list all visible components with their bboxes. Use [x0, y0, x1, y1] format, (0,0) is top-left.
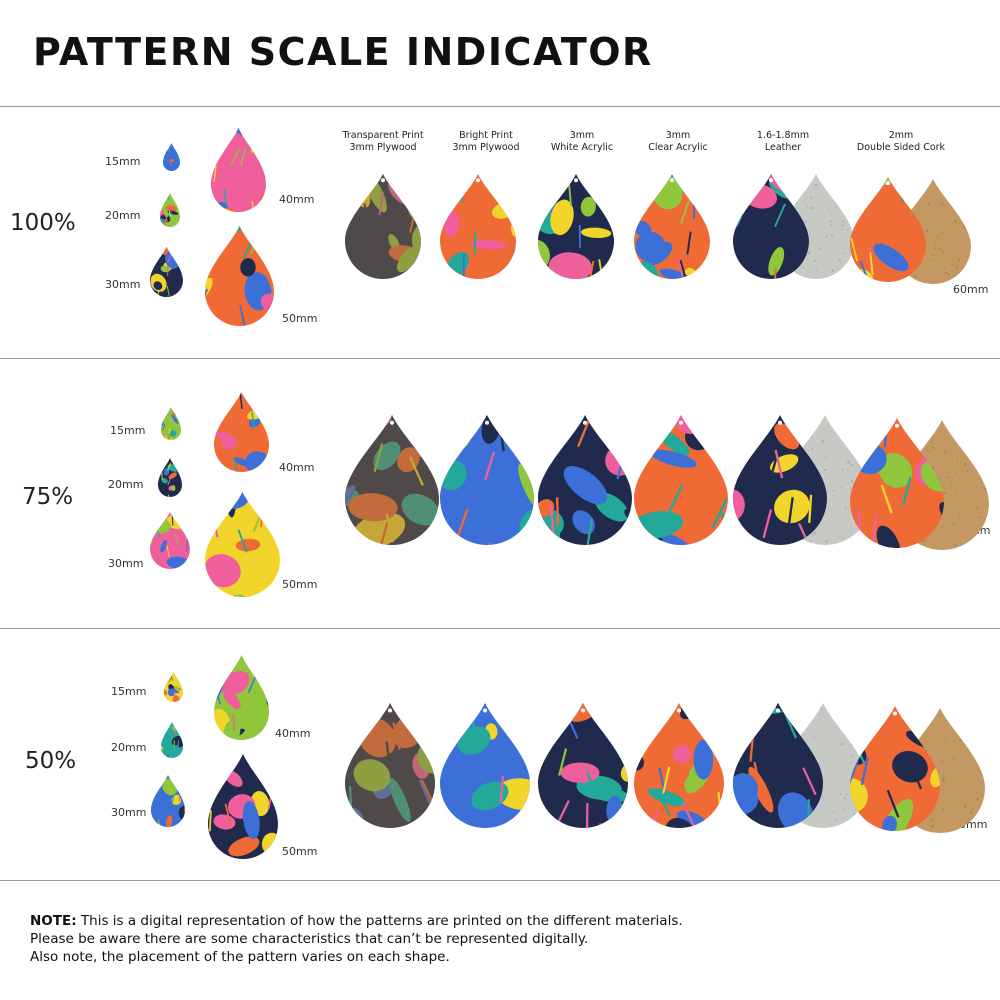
- material-sample-drop: [345, 703, 435, 828]
- material-sample-drop: [850, 706, 940, 831]
- material-sample-drop: [538, 703, 628, 828]
- size-sample-drop: [208, 754, 278, 859]
- size-label: 50mm: [282, 312, 318, 325]
- material-sample-drop: [850, 418, 944, 548]
- page-title: PATTERN SCALE INDICATOR: [33, 30, 653, 74]
- size-sample-drop: [163, 143, 180, 171]
- size-sample-drop: [150, 512, 190, 569]
- scale-label: 50%: [25, 748, 77, 774]
- material-sample-drop: [440, 703, 530, 828]
- size-sample-drop: [161, 722, 183, 758]
- note-label: NOTE:: [30, 913, 77, 929]
- material-header: 1.6-1.8mm Leather: [756, 130, 810, 153]
- size-label: 50mm: [282, 845, 318, 858]
- size-label: 40mm: [275, 727, 311, 740]
- size-label: 15mm: [105, 155, 141, 168]
- scale-label: 75%: [22, 484, 74, 510]
- material-sample-drop: [850, 177, 926, 282]
- material-sample-drop: [733, 415, 827, 545]
- size-label: 15mm: [110, 424, 146, 437]
- material-sample-drop: [733, 703, 823, 828]
- size-sample-drop: [205, 226, 274, 326]
- size-label: 30mm: [105, 278, 141, 291]
- size-label: 30mm: [108, 557, 144, 570]
- size-sample-drop: [205, 492, 280, 597]
- material-header: Bright Print 3mm Plywood: [452, 130, 520, 153]
- divider: [0, 106, 1000, 107]
- divider: [0, 628, 1000, 629]
- divider: [0, 880, 1000, 881]
- material-sample-drop: [634, 174, 710, 279]
- divider: [0, 358, 1000, 359]
- size-label: 40mm: [279, 461, 315, 474]
- size-label: 15mm: [111, 685, 147, 698]
- material-header: Transparent Print 3mm Plywood: [342, 130, 424, 153]
- material-sample-drop: [345, 415, 439, 545]
- size-sample-drop: [150, 247, 183, 297]
- size-label: 20mm: [108, 478, 144, 491]
- material-header: 2mm Double Sided Cork: [856, 130, 946, 153]
- size-label: 20mm: [111, 741, 147, 754]
- size-sample-drop: [214, 655, 269, 740]
- size-label: 30mm: [111, 806, 147, 819]
- material-header: 3mm White Acrylic: [550, 130, 614, 153]
- material-sample-drop: [634, 703, 724, 828]
- material-sample-drop: [538, 415, 632, 545]
- scale-label: 100%: [10, 210, 76, 236]
- material-sample-drop: [733, 174, 809, 279]
- material-sample-drop: [634, 415, 728, 545]
- size-sample-drop: [151, 775, 185, 827]
- size-label: 50mm: [282, 578, 318, 591]
- size-sample-drop: [161, 407, 181, 440]
- size-sample-drop: [164, 672, 183, 702]
- note-text: NOTE: This is a digital representation o…: [30, 913, 683, 965]
- size-sample-drop: [158, 458, 182, 497]
- size-sample-drop: [211, 128, 266, 212]
- material-sample-drop: [440, 174, 516, 279]
- material-sample-drop: [345, 174, 421, 279]
- size-sample-drop: [214, 392, 269, 472]
- material-sample-drop: [538, 174, 614, 279]
- material-sample-drop: [440, 415, 534, 545]
- size-sample-drop: [160, 193, 180, 227]
- size-label: 40mm: [279, 193, 315, 206]
- material-header: 3mm Clear Acrylic: [648, 130, 708, 153]
- size-label: 20mm: [105, 209, 141, 222]
- size-label: 60mm: [953, 283, 989, 296]
